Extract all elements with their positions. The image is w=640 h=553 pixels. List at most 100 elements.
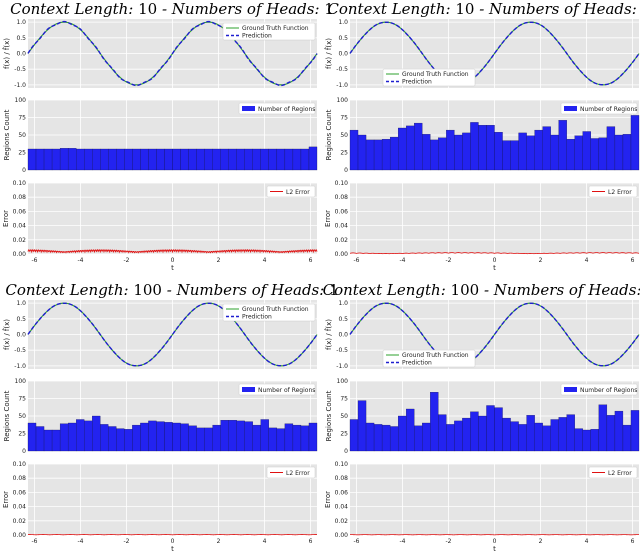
region-bar — [606, 126, 616, 171]
legend-label-regions: Number of Regions — [258, 106, 315, 113]
x-tick-label: -2 — [445, 257, 451, 264]
region-bar — [389, 136, 399, 171]
region-bar — [196, 148, 205, 171]
panel-regions: 0 25 50 75 100 Regions Count Number of Regions — [325, 97, 640, 174]
region-bar — [381, 424, 391, 452]
chart-title: Context Length: 100 - Numbers of Heads: … — [323, 281, 640, 299]
y-tick-label: 75 — [18, 396, 26, 403]
x-tick-label: -6 — [353, 538, 359, 545]
region-bar — [51, 148, 61, 171]
region-bar — [156, 421, 165, 452]
region-bar — [51, 429, 61, 452]
y-tick-label: 0.08 — [335, 475, 349, 482]
region-bar — [236, 420, 245, 452]
region-bar — [300, 148, 310, 171]
region-bar — [630, 410, 640, 452]
x-tick-label: 2 — [217, 257, 221, 264]
y-tick-label: 75 — [340, 115, 348, 122]
region-bar — [582, 131, 591, 171]
y-tick-label: 100 — [15, 378, 27, 385]
region-bar — [422, 134, 431, 171]
legend-label-l2-error: L2 Error — [286, 470, 310, 477]
y-tick-label: 0 — [344, 167, 348, 174]
panel-error: 0.00 0.02 0.04 0.06 0.08 0.10 Error L2 Error -6 -… — [2, 180, 318, 272]
y-tick-label: 1.0 — [338, 300, 348, 307]
region-bar — [164, 422, 173, 452]
y-tick-label: 0.5 — [16, 35, 26, 42]
region-bar — [292, 148, 302, 171]
y-tick-label: 0.06 — [335, 489, 349, 496]
region-bar — [220, 148, 229, 171]
prediction-line — [349, 302, 640, 367]
region-bar — [67, 422, 77, 452]
panel-regions: 0 25 50 75 100 Regions Count Number of Regions — [325, 378, 640, 455]
y-tick-label: 0 — [22, 448, 26, 455]
panel-error: 0.00 0.02 0.04 0.06 0.08 0.10 Error L2 Error -6 -… — [2, 461, 318, 553]
title-mid: - Numbers of Heads: — [479, 281, 640, 299]
region-bar — [228, 148, 237, 171]
legend-box — [382, 68, 476, 87]
region-bar — [518, 132, 527, 171]
legend-label-prediction: Prediction — [242, 314, 272, 321]
x-axis-label: t — [493, 545, 496, 553]
region-bar — [478, 125, 487, 171]
x-tick-label: 4 — [263, 257, 267, 264]
region-bar — [462, 132, 471, 171]
x-axis-label: t — [493, 264, 496, 272]
y-axis-label: f(x) / f̂(x) — [325, 319, 333, 350]
region-bar — [59, 423, 69, 452]
region-bar — [454, 420, 463, 452]
y-tick-label: 0.06 — [13, 489, 27, 496]
region-bar — [260, 148, 269, 171]
region-bar — [470, 122, 479, 171]
y-axis-label: Regions Count — [3, 109, 11, 160]
x-tick-label: 2 — [539, 257, 543, 264]
x-tick-label: -4 — [77, 257, 83, 264]
legend-swatch-regions — [242, 106, 255, 111]
region-bar — [308, 146, 318, 171]
region-bar — [148, 148, 157, 171]
x-axis-label: t — [171, 545, 174, 553]
region-bar — [76, 148, 85, 171]
x-tick-label: -4 — [77, 538, 83, 545]
legend-label-l2-error: L2 Error — [608, 470, 632, 477]
region-bar — [558, 417, 567, 452]
region-bar — [244, 421, 253, 452]
x-tick-label: 0 — [493, 538, 497, 545]
region-bar — [132, 148, 141, 171]
subfigure-2: Context Length: 10 - Numbers of Heads: 1… — [324, 0, 640, 272]
y-tick-label: 0.06 — [335, 208, 349, 215]
y-tick-label: 0.0 — [16, 332, 26, 339]
region-bar — [373, 139, 383, 171]
y-tick-label: 25 — [340, 431, 348, 438]
y-tick-label: 100 — [15, 97, 27, 104]
panel-regions: 0 25 50 75 100 Regions Count Number of Regions — [3, 378, 318, 455]
region-bar — [92, 415, 101, 452]
legend: Number of Regions — [238, 102, 315, 115]
region-bar — [614, 134, 624, 171]
panel-error: 0.00 0.02 0.04 0.06 0.08 0.10 Error L2 Error -6 -… — [324, 180, 640, 272]
y-tick-label: 0.04 — [335, 504, 349, 511]
region-bar — [430, 139, 439, 171]
region-bar — [212, 148, 221, 171]
y-tick-label: 1.0 — [16, 19, 26, 26]
y-tick-label: 0.08 — [13, 475, 27, 482]
region-bar — [276, 148, 286, 171]
prediction-line — [349, 21, 640, 86]
region-bar — [204, 148, 213, 171]
x-tick-label: -6 — [31, 257, 37, 264]
region-bar — [164, 148, 173, 171]
y-tick-label: 100 — [337, 378, 349, 385]
region-bar — [598, 137, 608, 171]
x-tick-label: 0 — [171, 257, 175, 264]
region-bar — [398, 415, 407, 452]
y-tick-label: 1.0 — [338, 19, 348, 26]
y-axis-label: Error — [2, 210, 10, 227]
x-tick-label: 2 — [539, 538, 543, 545]
x-axis-label: t — [171, 264, 174, 272]
y-axis-label: Regions Count — [3, 390, 11, 441]
legend-box — [266, 466, 316, 479]
legend-box — [266, 185, 316, 198]
